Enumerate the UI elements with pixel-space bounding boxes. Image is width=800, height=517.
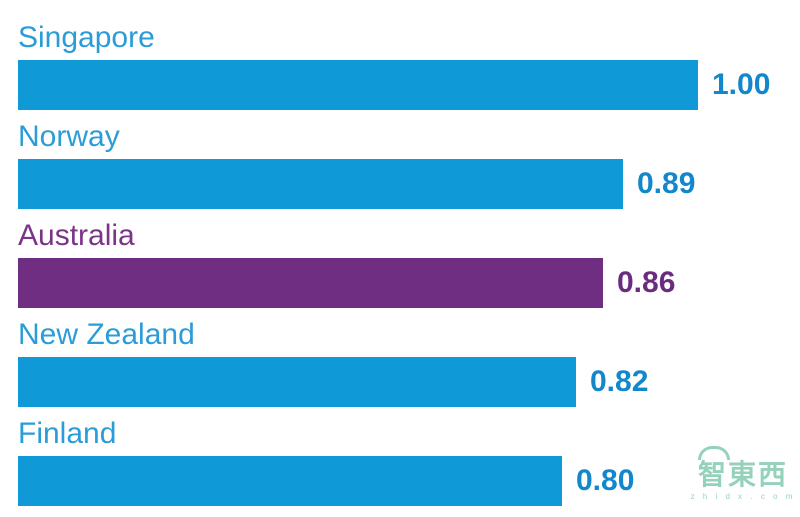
bar-chart: Singapore 1.00 Norway 0.89 Australia 0.8…: [18, 22, 800, 517]
category-label: New Zealand: [18, 318, 195, 351]
bar-row: Singapore 1.00: [18, 22, 800, 110]
bar-row: Finland 0.80: [18, 418, 800, 506]
bar-line: 0.86: [18, 258, 800, 308]
category-label: Singapore: [18, 21, 155, 54]
bar-line: 1.00: [18, 60, 800, 110]
bar-row: Australia 0.86: [18, 220, 800, 308]
value-label: 1.00: [712, 68, 771, 101]
bar: [18, 357, 576, 407]
bar-row: New Zealand 0.82: [18, 319, 800, 407]
bar: [18, 456, 562, 506]
bar-line: 0.89: [18, 159, 800, 209]
bar-row: Norway 0.89: [18, 121, 800, 209]
value-label: 0.89: [637, 167, 696, 200]
category-label: Norway: [18, 120, 120, 153]
value-label: 0.80: [576, 464, 635, 497]
value-label: 0.82: [590, 365, 649, 398]
category-label: Australia: [18, 219, 135, 252]
value-label: 0.86: [617, 266, 676, 299]
bar: [18, 60, 698, 110]
bar: [18, 159, 623, 209]
category-label: Finland: [18, 417, 117, 450]
bar: [18, 258, 603, 308]
bar-line: 0.82: [18, 357, 800, 407]
bar-line: 0.80: [18, 456, 800, 506]
